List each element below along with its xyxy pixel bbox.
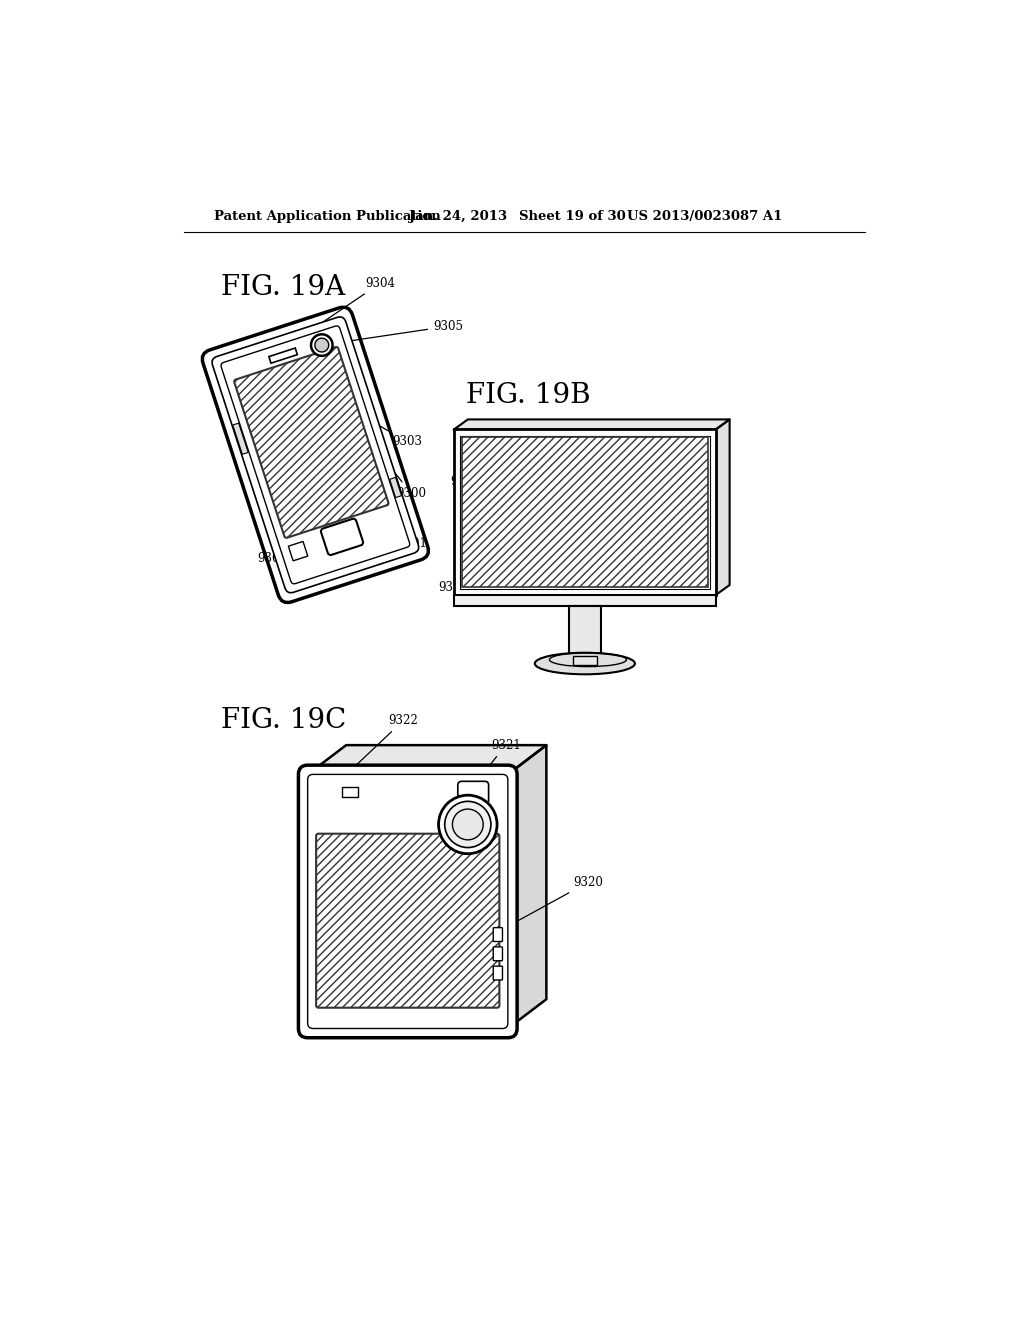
Circle shape bbox=[444, 801, 490, 847]
Text: Jan. 24, 2013: Jan. 24, 2013 bbox=[410, 210, 508, 223]
Text: 9300: 9300 bbox=[384, 459, 426, 500]
Text: 9311: 9311 bbox=[451, 469, 480, 488]
Bar bbox=[568, 606, 601, 656]
Text: Sheet 19 of 30: Sheet 19 of 30 bbox=[519, 210, 626, 223]
FancyBboxPatch shape bbox=[316, 834, 500, 1007]
FancyBboxPatch shape bbox=[212, 317, 419, 593]
Bar bbox=[232, 424, 248, 454]
Text: FIG. 19A: FIG. 19A bbox=[221, 275, 346, 301]
Polygon shape bbox=[716, 420, 730, 595]
Text: US 2013/0023087 A1: US 2013/0023087 A1 bbox=[628, 210, 782, 223]
Circle shape bbox=[453, 809, 483, 840]
Circle shape bbox=[438, 795, 497, 854]
Text: 9305: 9305 bbox=[325, 319, 463, 345]
Polygon shape bbox=[454, 420, 730, 429]
Bar bbox=[390, 478, 401, 498]
Polygon shape bbox=[508, 744, 547, 1028]
FancyBboxPatch shape bbox=[494, 966, 503, 979]
Text: 9320: 9320 bbox=[507, 875, 603, 927]
Bar bbox=[454, 429, 716, 595]
Bar bbox=[289, 541, 308, 561]
Text: FIG. 19C: FIG. 19C bbox=[221, 708, 347, 734]
FancyBboxPatch shape bbox=[234, 347, 388, 537]
Bar bbox=[342, 787, 357, 797]
FancyBboxPatch shape bbox=[298, 766, 517, 1038]
Bar bbox=[572, 656, 597, 665]
Text: 9310: 9310 bbox=[438, 581, 468, 601]
Bar bbox=[460, 436, 710, 589]
FancyBboxPatch shape bbox=[221, 326, 410, 583]
Bar bbox=[269, 348, 297, 363]
Bar bbox=[462, 437, 708, 587]
Text: 9323: 9323 bbox=[321, 841, 375, 895]
Circle shape bbox=[314, 338, 329, 352]
FancyBboxPatch shape bbox=[321, 519, 364, 554]
Text: 9321: 9321 bbox=[466, 739, 520, 796]
Text: 9301: 9301 bbox=[351, 533, 428, 550]
Text: FIG. 19B: FIG. 19B bbox=[466, 381, 590, 409]
Text: 9303: 9303 bbox=[373, 422, 422, 449]
FancyBboxPatch shape bbox=[307, 775, 508, 1028]
Text: 9322: 9322 bbox=[344, 714, 418, 776]
FancyBboxPatch shape bbox=[494, 928, 503, 941]
Text: 9302: 9302 bbox=[258, 552, 290, 565]
Polygon shape bbox=[307, 744, 547, 775]
Text: 9304: 9304 bbox=[278, 277, 395, 354]
FancyBboxPatch shape bbox=[203, 308, 428, 602]
Text: Patent Application Publication: Patent Application Publication bbox=[214, 210, 440, 223]
Bar bbox=[454, 595, 716, 606]
FancyBboxPatch shape bbox=[494, 946, 503, 961]
FancyBboxPatch shape bbox=[458, 781, 488, 804]
Circle shape bbox=[311, 334, 333, 356]
Ellipse shape bbox=[535, 653, 635, 675]
